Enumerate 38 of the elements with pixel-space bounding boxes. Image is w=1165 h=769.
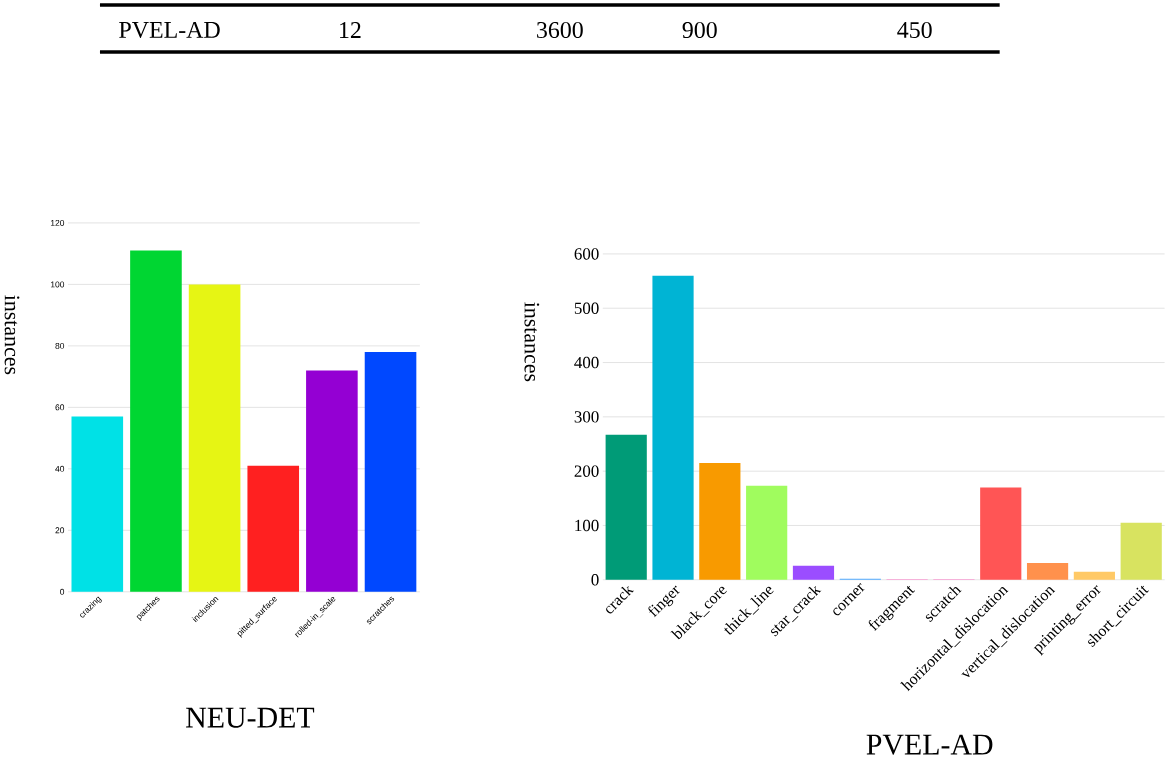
y-tick-label: 40 xyxy=(55,465,65,472)
y-tick-label: 20 xyxy=(55,527,65,534)
bar xyxy=(306,370,358,592)
bar xyxy=(130,250,182,592)
bar xyxy=(792,565,835,580)
bar xyxy=(746,485,788,580)
y-tick-label: 0 xyxy=(60,588,65,595)
y-tick-label: 80 xyxy=(55,343,65,349)
bar xyxy=(364,352,417,592)
bar xyxy=(1026,563,1069,580)
bar xyxy=(1120,522,1162,580)
y-axis-title: instances xyxy=(524,302,540,382)
bar xyxy=(699,463,741,580)
y-tick-label: 100 xyxy=(575,519,599,532)
y-tick-label: 500 xyxy=(574,302,599,315)
y-tick-label: 0 xyxy=(591,574,599,586)
y-tick-label: 100 xyxy=(50,281,65,288)
y-tick-label: 400 xyxy=(574,356,599,369)
text: PVEL-AD xyxy=(119,22,220,39)
bar xyxy=(71,416,124,592)
bar xyxy=(605,434,647,580)
bar xyxy=(980,487,1022,580)
bar xyxy=(247,465,300,592)
y-tick-label: 200 xyxy=(574,465,599,478)
y-tick-label: 300 xyxy=(574,411,599,423)
text: PVEL-AD xyxy=(866,734,993,755)
y-axis-title: instances xyxy=(4,295,20,375)
text: NEU-DET xyxy=(186,707,315,728)
bar xyxy=(188,284,241,592)
y-tick-label: 60 xyxy=(55,404,65,411)
text: 3600 xyxy=(537,22,583,39)
text: 450 xyxy=(897,22,932,39)
y-tick-label: 600 xyxy=(574,248,599,260)
bar xyxy=(1073,571,1115,580)
text: 900 xyxy=(682,22,717,39)
text: 12 xyxy=(340,22,361,39)
bar xyxy=(652,275,694,580)
y-tick-label: 120 xyxy=(50,220,65,227)
